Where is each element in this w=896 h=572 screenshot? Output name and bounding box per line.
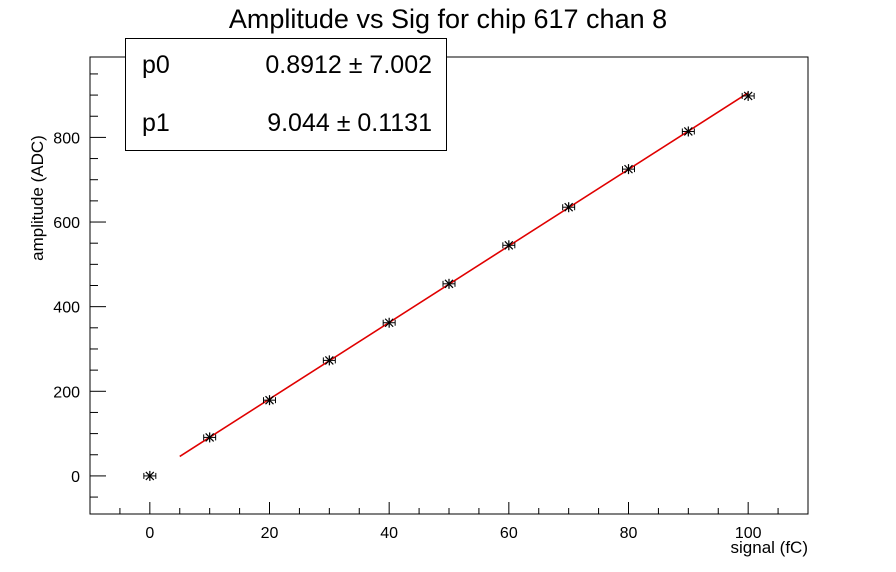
data-point: [502, 240, 516, 251]
stats-param-value: 9.044 ± 0.1131: [267, 109, 432, 137]
data-point: [263, 395, 276, 406]
stats-param-value: 0.8912 ± 7.002: [265, 51, 432, 79]
fit-line: [179, 92, 749, 458]
chart-title: Amplitude vs Sig for chip 617 chan 8: [228, 4, 668, 34]
data-point: [382, 317, 396, 328]
data-point: [741, 90, 755, 101]
data-point: [143, 470, 157, 481]
data-point: [322, 355, 336, 366]
x-tick-label: 40: [380, 525, 398, 542]
x-tick-label: 0: [145, 525, 154, 542]
data-point: [681, 126, 695, 137]
stats-param-name: p0: [142, 51, 170, 79]
data-point: [622, 164, 635, 175]
data-point: [203, 432, 217, 443]
stats-param-name: p1: [142, 109, 170, 137]
y-tick-label: 200: [53, 384, 80, 401]
x-axis-label: signal (fC): [730, 538, 808, 557]
x-tick-label: 60: [500, 525, 518, 542]
x-tick-label: 100: [735, 525, 762, 542]
y-tick-label: 400: [53, 300, 80, 317]
data-point: [562, 202, 576, 213]
y-axis-label: amplitude (ADC): [28, 135, 47, 261]
y-tick-label: 600: [53, 215, 80, 232]
fit-stats-box: p0 0.8912 ± 7.002 p1 9.044 ± 0.1131: [125, 38, 447, 151]
data-point: [442, 278, 456, 289]
y-tick-label: 800: [53, 130, 80, 147]
x-tick-label: 80: [620, 525, 638, 542]
y-tick-label: 0: [71, 469, 80, 486]
x-tick-label: 20: [261, 525, 279, 542]
